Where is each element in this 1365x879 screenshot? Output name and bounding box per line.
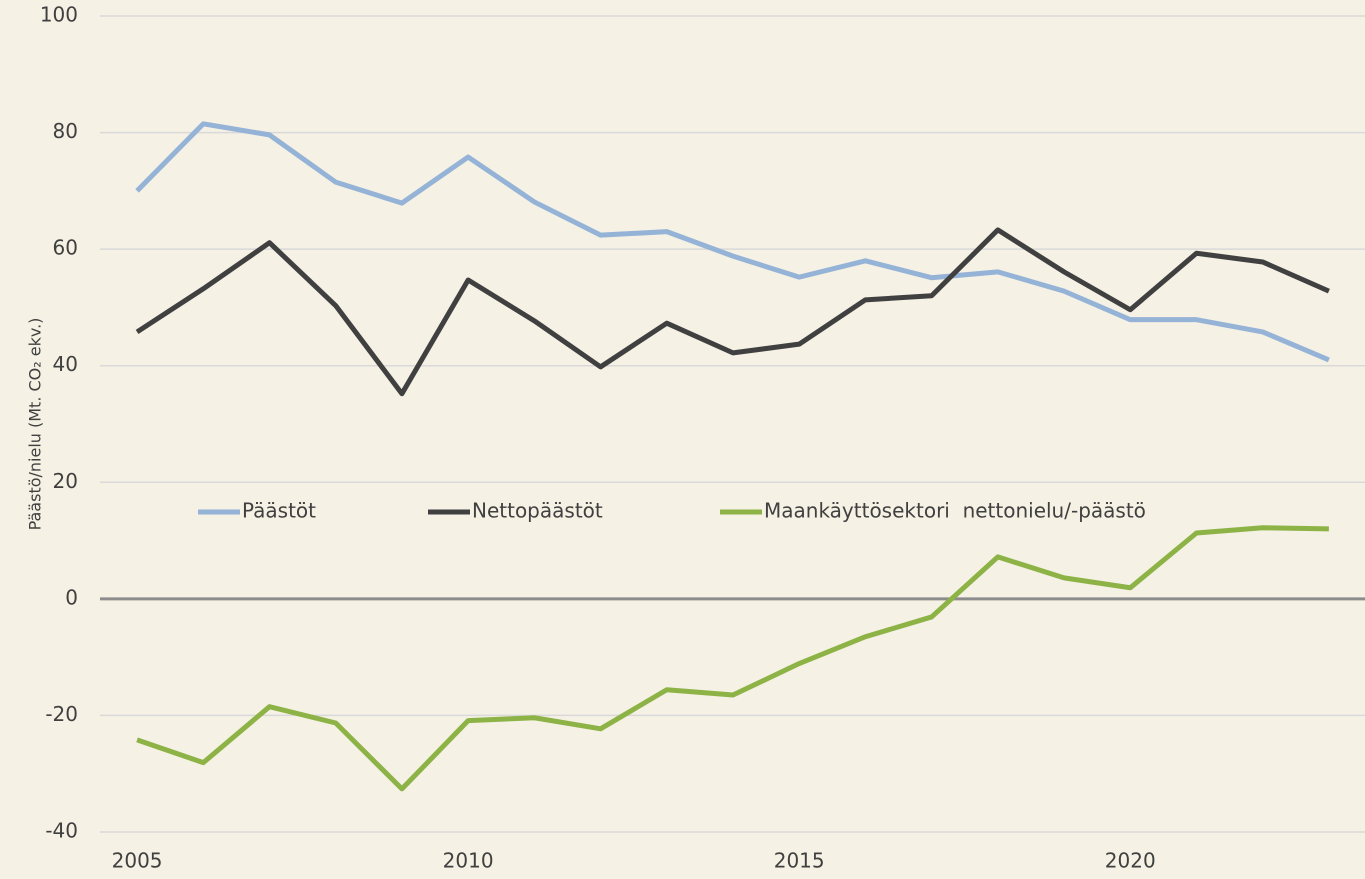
y-tick-label: 20 [53,469,78,493]
x-tick-label: 2010 [443,849,494,873]
x-tick-label: 2020 [1105,849,1156,873]
x-tick-label: 2005 [112,849,163,873]
y-tick-label: 80 [53,119,78,143]
legend-label: Maankäyttösektori nettonielu/-päästö [764,499,1146,523]
y-tick-label: -40 [45,819,78,843]
y-tick-label: 40 [53,352,78,376]
legend-label: Nettopäästöt [472,499,603,523]
y-tick-label: -20 [45,702,78,726]
series-line [136,525,1329,792]
x-tick-label: 2015 [774,849,825,873]
series-line [135,227,1330,397]
y-tick-label: 60 [53,236,78,260]
legend-label: Päästöt [242,499,316,523]
series-line [135,121,1330,363]
y-tick-label: 0 [65,585,78,609]
y-tick-label: 100 [40,3,78,27]
y-axis-label: Päästö/nielu (Mt. CO₂ ekv.) [26,318,45,531]
